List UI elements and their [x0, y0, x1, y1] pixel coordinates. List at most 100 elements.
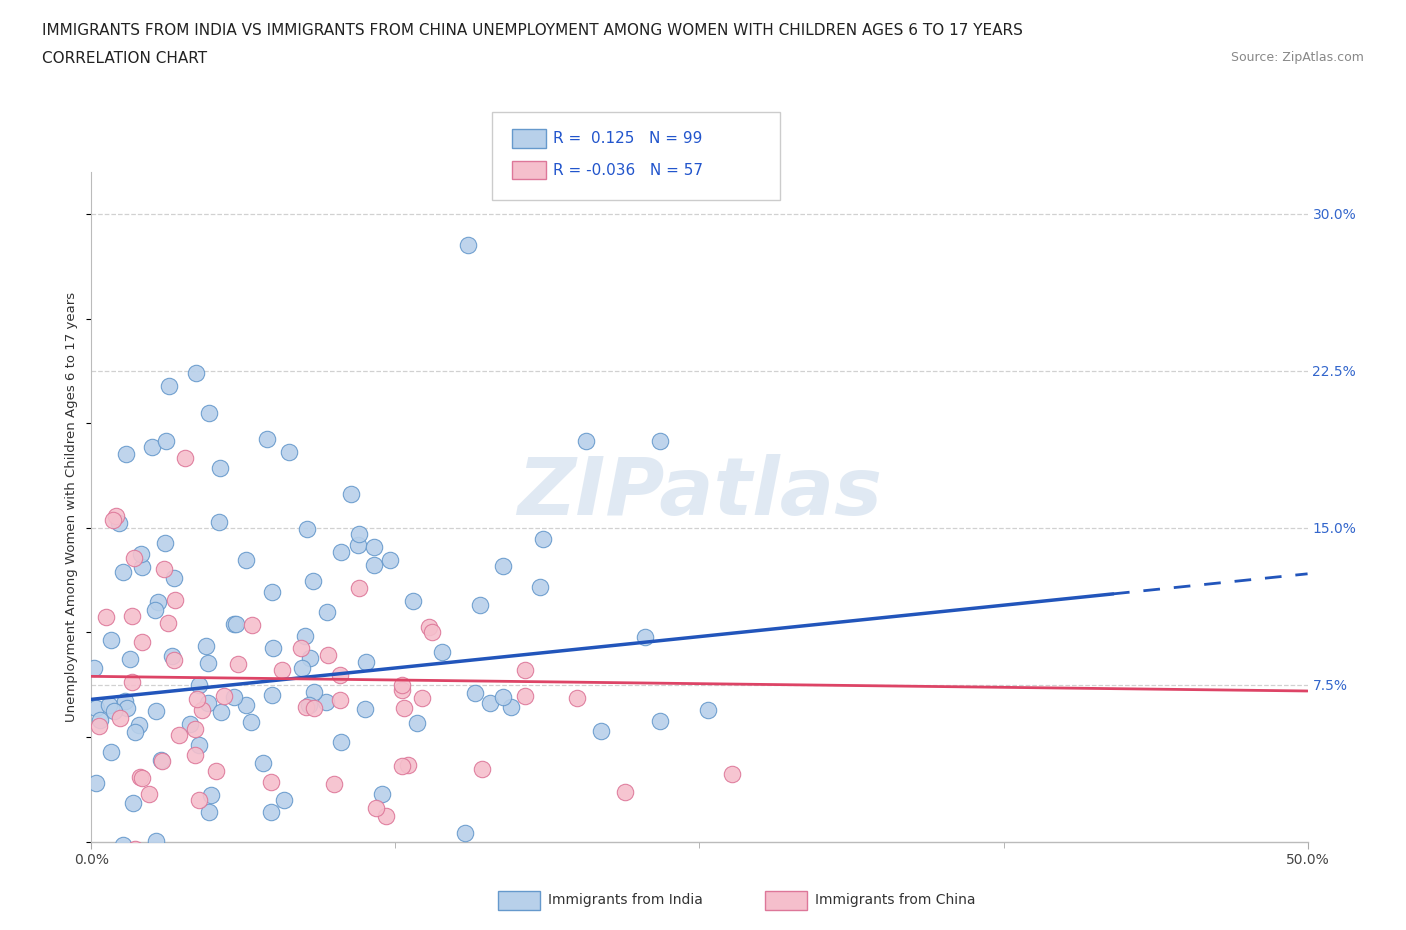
Point	[457, 238, 479, 253]
Point	[471, 762, 494, 777]
Point	[294, 629, 316, 644]
Text: R =  0.125   N = 99: R = 0.125 N = 99	[553, 131, 702, 146]
Point	[191, 703, 214, 718]
Point	[650, 713, 672, 728]
Point	[141, 440, 163, 455]
Point	[394, 700, 416, 715]
Point	[96, 610, 118, 625]
Point	[121, 608, 143, 623]
Point	[391, 683, 413, 698]
Point	[225, 617, 247, 631]
Point	[167, 727, 190, 742]
Point	[120, 651, 142, 666]
Point	[299, 651, 322, 666]
Point	[184, 747, 207, 762]
Point	[278, 445, 301, 459]
Point	[454, 826, 477, 841]
Point	[150, 753, 173, 768]
Point	[464, 685, 486, 700]
Point	[131, 770, 153, 785]
Text: Source: ZipAtlas.com: Source: ZipAtlas.com	[1230, 51, 1364, 64]
Point	[145, 833, 167, 848]
Point	[391, 678, 413, 693]
Point	[575, 433, 598, 448]
Point	[298, 698, 321, 713]
Point	[240, 714, 263, 729]
Point	[363, 558, 385, 573]
Point	[501, 699, 523, 714]
Point	[256, 432, 278, 446]
Point	[200, 788, 222, 803]
Point	[114, 693, 136, 708]
Point	[112, 565, 135, 579]
Point	[128, 717, 150, 732]
Point	[531, 531, 554, 546]
Point	[160, 648, 183, 663]
Point	[492, 559, 515, 574]
Point	[347, 580, 370, 595]
Point	[157, 379, 180, 393]
Point	[100, 744, 122, 759]
Point	[315, 604, 337, 619]
Point	[115, 700, 138, 715]
Point	[209, 460, 232, 475]
Point	[329, 692, 352, 707]
Point	[349, 526, 371, 541]
Text: R = -0.036   N = 57: R = -0.036 N = 57	[553, 163, 703, 178]
Point	[145, 704, 167, 719]
Point	[391, 759, 413, 774]
Point	[108, 711, 131, 725]
Point	[184, 365, 207, 380]
Point	[235, 552, 257, 567]
Point	[478, 696, 501, 711]
Point	[194, 639, 217, 654]
Point	[648, 433, 671, 448]
Point	[316, 647, 339, 662]
Point	[121, 675, 143, 690]
Point	[150, 753, 173, 768]
Point	[411, 691, 433, 706]
Point	[163, 593, 186, 608]
Point	[354, 654, 377, 669]
Point	[207, 514, 229, 529]
Point	[374, 808, 396, 823]
Point	[124, 724, 146, 739]
Point	[228, 657, 250, 671]
Point	[302, 684, 325, 699]
Point	[315, 695, 337, 710]
Point	[153, 535, 176, 550]
Point	[84, 876, 107, 891]
Point	[87, 718, 110, 733]
Point	[290, 641, 312, 656]
Point	[529, 579, 551, 594]
Point	[378, 552, 401, 567]
Point	[363, 539, 385, 554]
Point	[184, 722, 207, 737]
Point	[198, 405, 221, 420]
Point	[329, 545, 352, 560]
Point	[152, 562, 174, 577]
Point	[240, 618, 263, 632]
Point	[87, 876, 110, 891]
Point	[138, 786, 160, 801]
Point	[273, 792, 295, 807]
Point	[696, 703, 718, 718]
Point	[515, 662, 537, 677]
Text: IMMIGRANTS FROM INDIA VS IMMIGRANTS FROM CHINA UNEMPLOYMENT AMONG WOMEN WITH CHI: IMMIGRANTS FROM INDIA VS IMMIGRANTS FROM…	[42, 23, 1024, 38]
Point	[187, 737, 209, 752]
Point	[406, 716, 429, 731]
Point	[354, 701, 377, 716]
Point	[224, 617, 246, 631]
Point	[209, 705, 232, 720]
Text: Immigrants from India: Immigrants from India	[548, 893, 703, 908]
Point	[304, 700, 326, 715]
Point	[129, 769, 152, 784]
Point	[155, 433, 177, 448]
Point	[346, 538, 368, 552]
Point	[179, 717, 201, 732]
Point	[187, 678, 209, 693]
Point	[492, 689, 515, 704]
Point	[186, 692, 208, 707]
Point	[329, 668, 352, 683]
Point	[163, 571, 186, 586]
